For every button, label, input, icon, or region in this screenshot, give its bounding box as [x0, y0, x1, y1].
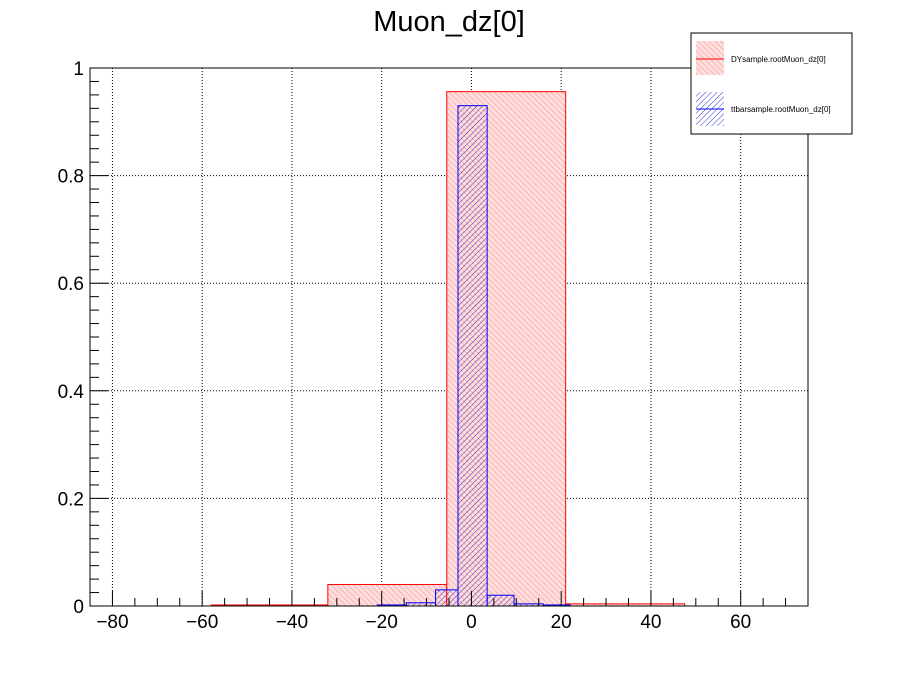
legend-label-ttbar: ttbarsample.rootMuon_dz[0] — [731, 105, 831, 114]
ttbar-bin-3 — [458, 106, 487, 606]
y-tick-label: 1 — [73, 59, 84, 80]
x-tick-label: 40 — [640, 612, 661, 633]
x-tick-label: −80 — [96, 612, 128, 633]
y-tick-label: 0.6 — [58, 274, 84, 295]
x-tick-label: 20 — [551, 612, 572, 633]
legend-swatch-dy — [696, 41, 724, 75]
y-tick-label: 0.8 — [58, 167, 84, 188]
x-tick-label: −20 — [366, 612, 398, 633]
legend-label-dy: DYsample.rootMuon_dz[0] — [731, 55, 826, 64]
legend: DYsample.rootMuon_dz[0] ttbarsample.root… — [691, 33, 852, 134]
tick-labels: −80 −60 −40 −20 0 20 40 60 0 0.2 0.4 0.6 0.8 1 — [58, 59, 752, 633]
histogram-bars — [211, 92, 684, 606]
x-tick-label: 0 — [466, 612, 477, 633]
y-tick-label: 0.4 — [58, 382, 85, 403]
y-tick-label: 0 — [73, 597, 84, 618]
chart-title: Muon_dz[0] — [373, 6, 525, 38]
x-tick-label: 60 — [730, 612, 751, 633]
x-tick-label: −40 — [276, 612, 308, 633]
y-tick-label: 0.2 — [58, 489, 84, 510]
ttbar-bin-4 — [487, 595, 514, 606]
ttbar-bin-2 — [436, 590, 458, 606]
x-tick-label: −60 — [186, 612, 218, 633]
